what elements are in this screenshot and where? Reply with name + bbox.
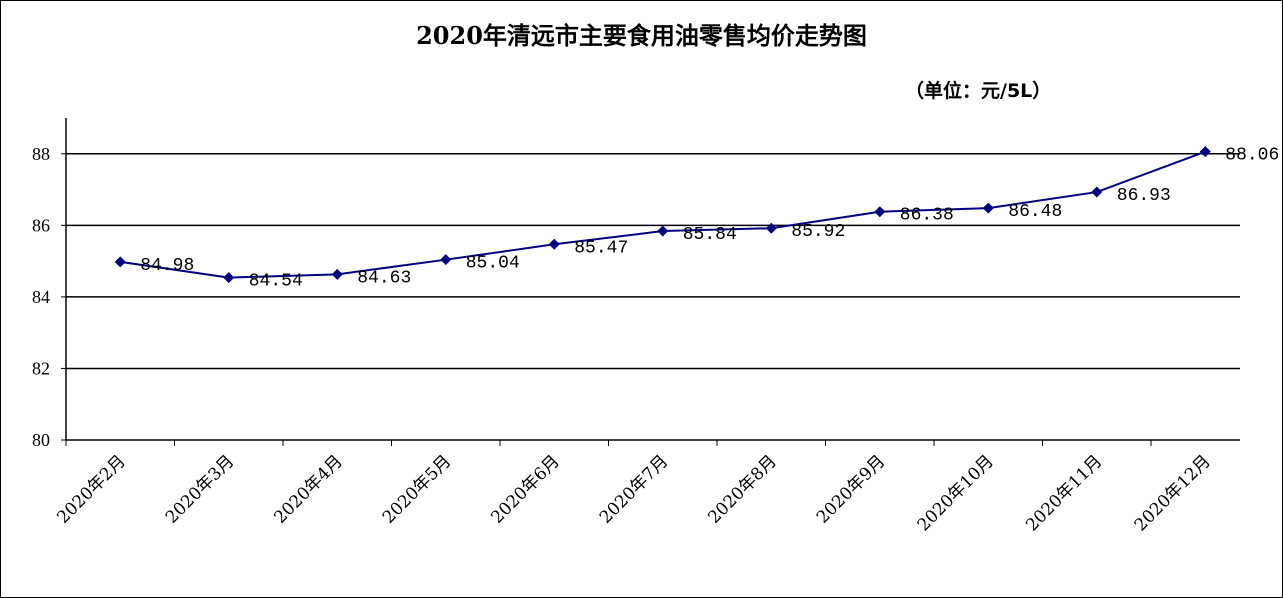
axes — [61, 118, 1240, 446]
data-label: 85.47 — [574, 238, 628, 258]
data-point-marker — [440, 254, 452, 266]
y-tick-labels: 80 82 84 86 88 — [32, 144, 50, 450]
x-tick-label: 2020年7月 — [596, 451, 672, 527]
data-point-marker — [874, 206, 886, 218]
data-label: 88.06 — [1225, 146, 1279, 166]
y-tick-label: 82 — [32, 358, 50, 378]
y-tick-label: 84 — [32, 287, 50, 307]
data-point-marker — [1199, 146, 1211, 158]
data-label: 84.63 — [357, 268, 411, 288]
gridlines — [66, 153, 1240, 370]
chart-title: 2020年清远市主要食用油零售均价走势图 — [416, 21, 867, 50]
series-line — [114, 146, 1211, 284]
data-label: 86.48 — [1008, 202, 1062, 222]
x-tick-labels: 2020年2月 2020年3月 2020年4月 2020年5月 2020年6月 2020年… — [53, 451, 1214, 535]
data-point-marker — [114, 256, 126, 268]
x-tick-label: 2020年2月 — [53, 451, 129, 527]
data-point-marker — [223, 272, 235, 284]
y-tick-label: 80 — [32, 430, 50, 450]
data-label: 85.84 — [683, 225, 737, 245]
x-tick-label: 2020年6月 — [487, 451, 563, 527]
data-point-marker — [1091, 186, 1103, 198]
unit-note: （单位：元/5L） — [905, 80, 1052, 102]
data-label: 85.92 — [791, 222, 845, 242]
data-label: 86.93 — [1117, 186, 1171, 206]
data-label: 84.54 — [249, 272, 303, 292]
x-tick-label: 2020年5月 — [379, 451, 455, 527]
data-label: 86.38 — [900, 206, 954, 226]
x-tick-label: 2020年12月 — [1131, 451, 1215, 535]
x-tick-label: 2020年8月 — [704, 451, 780, 527]
data-point-marker — [657, 225, 669, 237]
x-tick-label: 2020年3月 — [162, 451, 238, 527]
x-tick-label: 2020年9月 — [813, 451, 889, 527]
y-tick-label: 88 — [32, 144, 50, 164]
data-label: 85.04 — [466, 254, 520, 274]
data-point-marker — [982, 202, 994, 214]
data-point-marker — [548, 238, 560, 250]
data-label: 84.98 — [140, 256, 194, 276]
data-point-marker — [765, 222, 777, 234]
data-labels: 84.98 84.54 84.63 85.04 85.47 85.84 85.92 86.38… — [140, 146, 1279, 292]
x-tick-label: 2020年11月 — [1022, 451, 1106, 535]
x-tick-label: 2020年4月 — [270, 451, 346, 527]
x-tick-label: 2020年10月 — [914, 451, 998, 535]
data-point-marker — [331, 268, 343, 280]
y-tick-label: 86 — [32, 215, 50, 235]
